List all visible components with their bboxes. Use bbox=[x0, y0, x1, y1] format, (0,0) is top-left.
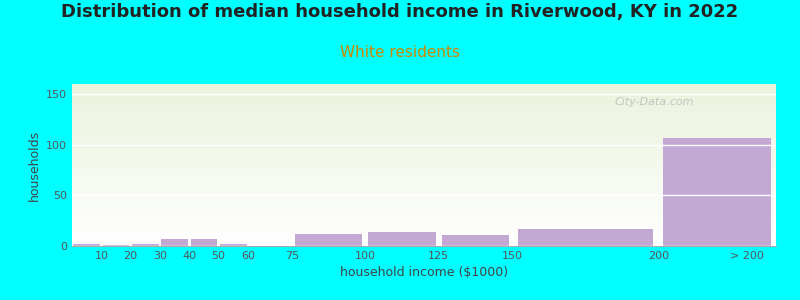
Text: Distribution of median household income in Riverwood, KY in 2022: Distribution of median household income … bbox=[62, 3, 738, 21]
Bar bbox=[663, 138, 771, 246]
Bar bbox=[442, 235, 509, 246]
Bar bbox=[190, 239, 218, 246]
Bar bbox=[161, 239, 188, 246]
Text: White residents: White residents bbox=[340, 45, 460, 60]
Y-axis label: households: households bbox=[27, 129, 41, 201]
Bar bbox=[518, 229, 653, 246]
Bar bbox=[102, 245, 130, 246]
Bar bbox=[220, 244, 247, 246]
Bar bbox=[368, 232, 436, 246]
Bar bbox=[295, 234, 362, 246]
X-axis label: household income ($1000): household income ($1000) bbox=[340, 266, 508, 279]
Bar bbox=[132, 244, 159, 246]
Text: City-Data.com: City-Data.com bbox=[614, 97, 694, 107]
Bar bbox=[73, 244, 100, 246]
